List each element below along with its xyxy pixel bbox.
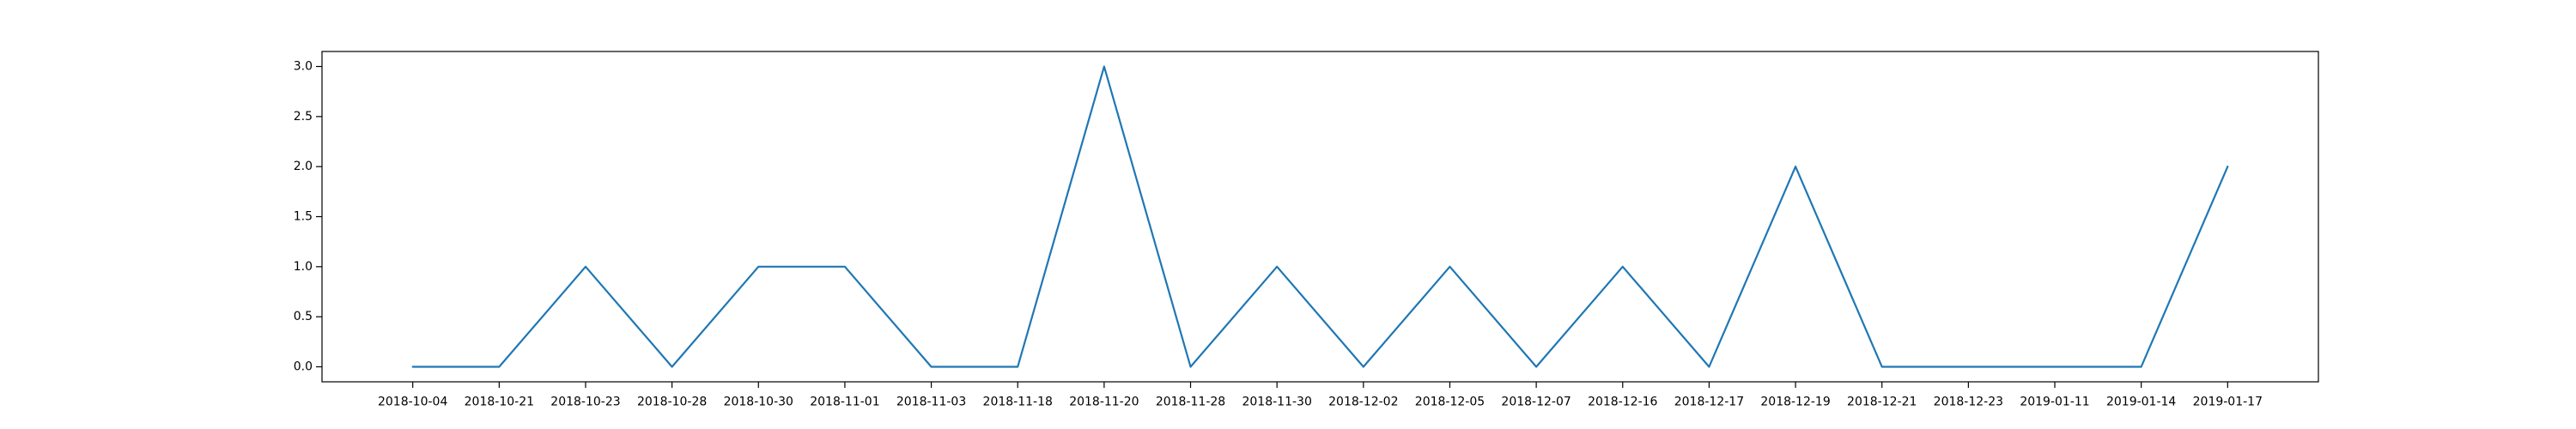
y-tick-label: 3.0: [294, 60, 313, 74]
y-tick-label: 2.0: [294, 160, 313, 173]
x-tick-label: 2018-10-30: [724, 396, 793, 409]
series-line: [411, 65, 2229, 368]
x-tick-label: 2018-11-03: [896, 396, 966, 409]
x-tick-label: 2018-10-28: [637, 396, 707, 409]
x-tick-label: 2018-10-21: [465, 396, 534, 409]
x-tick-label: 2018-11-01: [810, 396, 879, 409]
x-tick-label: 2018-10-04: [378, 396, 447, 409]
x-tick-label: 2018-12-05: [1415, 396, 1485, 409]
x-tick-label: 2018-12-19: [1760, 396, 1830, 409]
x-tick-label: 2018-11-20: [1069, 396, 1139, 409]
x-tick-label: 2019-01-11: [2020, 396, 2089, 409]
x-tick-label: 2018-12-02: [1328, 396, 1398, 409]
x-tick-label: 2018-11-18: [983, 396, 1053, 409]
y-tick-label: 0.0: [294, 360, 313, 374]
x-tick-label: 2018-11-28: [1156, 396, 1225, 409]
x-tick-label: 2018-12-21: [1847, 396, 1917, 409]
y-tick-label: 0.5: [294, 310, 313, 323]
y-tick-label: 1.0: [294, 260, 313, 274]
x-tick-label: 2019-01-14: [2106, 396, 2176, 409]
axes-frame: [321, 51, 2319, 383]
x-tick-label: 2019-01-17: [2193, 396, 2263, 409]
x-tick-label: 2018-12-07: [1501, 396, 1571, 409]
y-tick-label: 1.5: [294, 210, 313, 224]
x-tick-label: 2018-10-23: [550, 396, 620, 409]
x-tick-label: 2018-11-30: [1242, 396, 1311, 409]
x-tick-label: 2018-12-16: [1588, 396, 1657, 409]
x-tick-label: 2018-12-23: [1934, 396, 2003, 409]
x-tick-label: 2018-12-17: [1674, 396, 1744, 409]
y-tick-label: 2.5: [294, 110, 313, 124]
